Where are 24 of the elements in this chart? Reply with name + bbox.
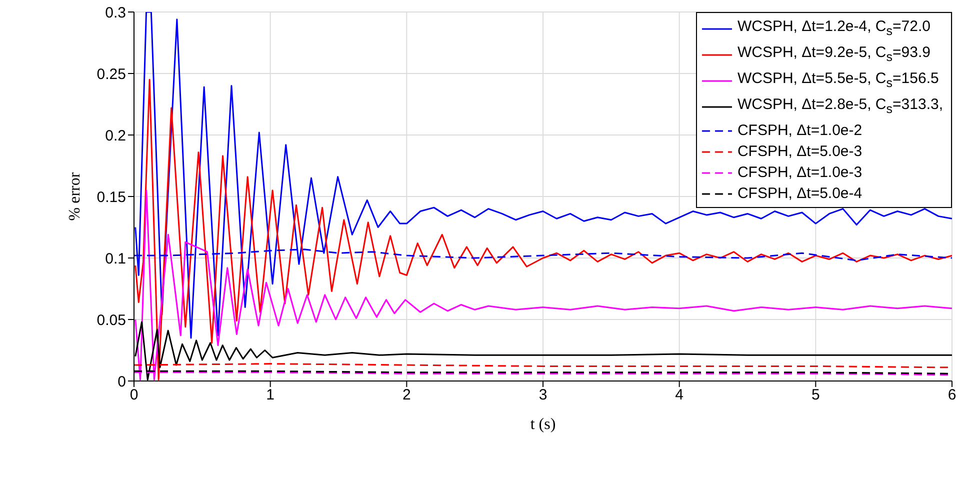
legend-label: CFSPH, Δt=5.0e-3 bbox=[737, 142, 862, 162]
y-tick-label: 0.25 bbox=[96, 66, 126, 83]
legend-label: WCSPH, Δt=2.8e-5, C$_{s}$=313.3, bbox=[737, 95, 943, 118]
x-tick-label: 4 bbox=[675, 386, 684, 404]
legend-label: CFSPH, Δt=5.0e-4 bbox=[737, 184, 862, 204]
y-tick-label: 0 bbox=[118, 373, 126, 390]
x-tick-label: 2 bbox=[402, 386, 411, 404]
y-tick-label: 0.1 bbox=[105, 250, 126, 268]
y-tick-label: 0.3 bbox=[105, 4, 126, 22]
y-tick-label: 0.2 bbox=[105, 127, 126, 144]
x-tick-label: 1 bbox=[266, 386, 275, 404]
x-tick-label: 0 bbox=[130, 386, 138, 404]
legend-label: WCSPH, Δt=9.2e-5, C$_{s}$=93.9 bbox=[737, 43, 930, 66]
x-tick-label: 3 bbox=[538, 386, 548, 404]
x-axis-title: t (s) bbox=[530, 416, 556, 433]
y-axis-title: % error bbox=[66, 172, 84, 221]
legend-label: CFSPH, Δt=1.0e-3 bbox=[737, 163, 862, 183]
legend-label: WCSPH, Δt=5.5e-5, C$_{s}$=156.5 bbox=[737, 69, 939, 92]
y-tick-label: 0.15 bbox=[96, 188, 126, 206]
x-tick-label: 5 bbox=[811, 386, 820, 404]
y-tick-label: 0.05 bbox=[96, 312, 126, 329]
x-tick-label: 6 bbox=[948, 386, 956, 404]
legend-label: CFSPH, Δt=1.0e-2 bbox=[737, 121, 862, 141]
legend-label: WCSPH, Δt=1.2e-4, C$_{s}$=72.0 bbox=[737, 17, 930, 40]
